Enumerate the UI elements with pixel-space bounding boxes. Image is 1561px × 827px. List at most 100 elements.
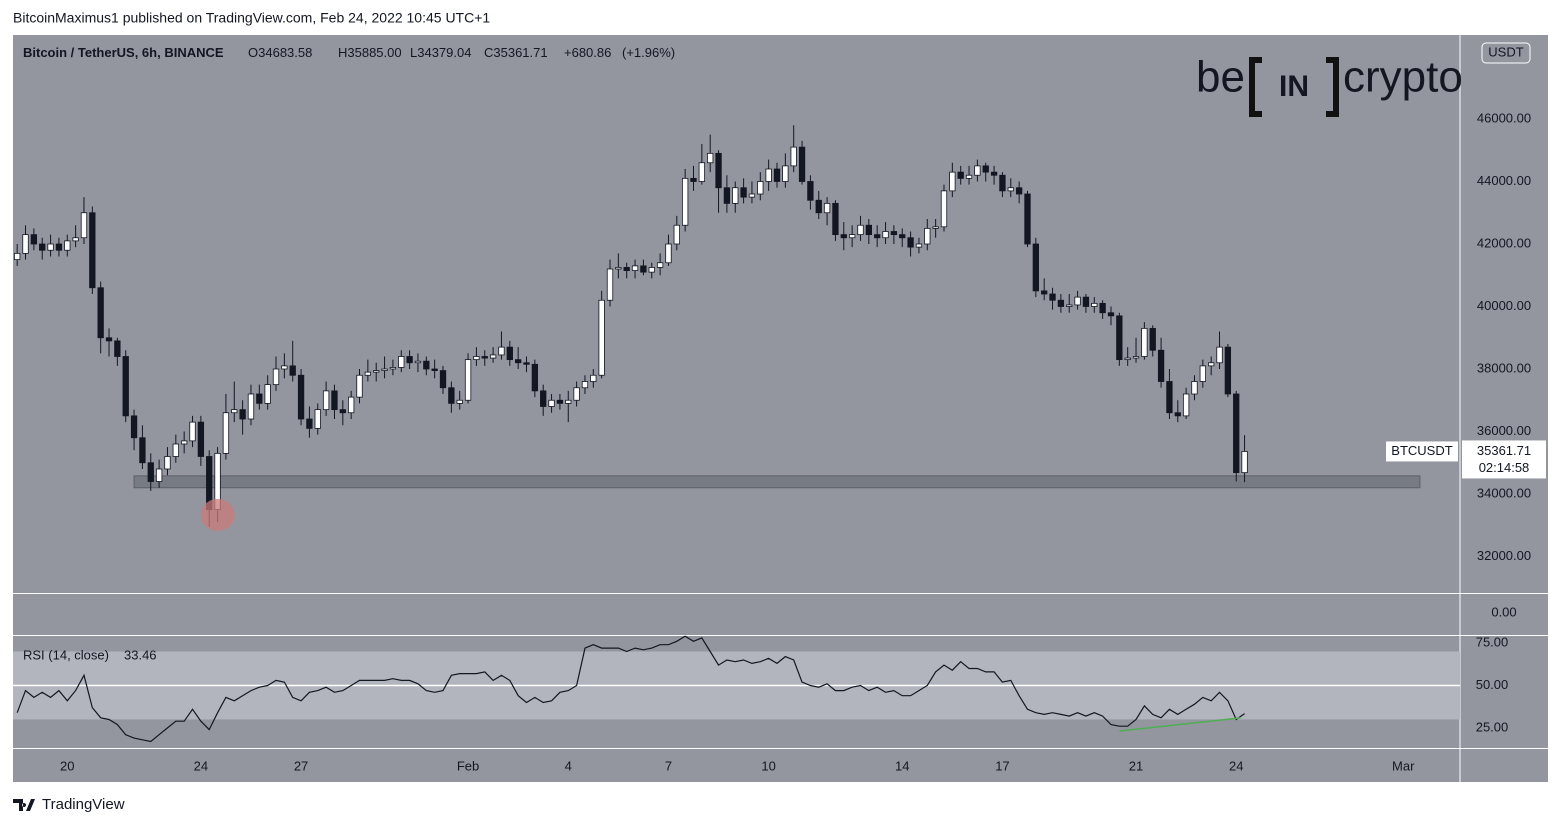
footer-icon [13, 799, 35, 811]
candle-body [1233, 393, 1240, 474]
candle-body [306, 418, 313, 429]
candle-body [548, 399, 555, 407]
candle-body [331, 390, 338, 411]
candle-body [456, 399, 463, 404]
x-tick-label: 14 [895, 758, 909, 773]
ohlc-value: 34683.58 [258, 45, 312, 60]
candle-body [640, 265, 647, 273]
candle-body [130, 415, 138, 439]
candle-body [773, 168, 781, 182]
candle-body [272, 368, 280, 386]
candle-body [782, 165, 789, 182]
candle-body [481, 356, 488, 359]
candle-body [757, 181, 764, 195]
candle-body [1208, 362, 1215, 367]
candle-body [665, 243, 672, 264]
candle-body [1124, 357, 1131, 361]
candle-body [907, 237, 914, 248]
candle-body [239, 409, 246, 420]
candle-body [690, 177, 697, 182]
candle-body [423, 360, 430, 370]
candle-body [381, 368, 388, 371]
candle-body [740, 187, 747, 198]
candle-body [322, 390, 330, 411]
candle-body [999, 174, 1006, 192]
change: +680.86 [564, 45, 611, 60]
support-zone [133, 475, 1421, 489]
candle-body [1191, 381, 1198, 395]
candle-body [899, 234, 906, 239]
candle-body [598, 299, 605, 376]
y-tick-label: 46000.00 [1477, 110, 1531, 125]
change-pct: (+1.96%) [622, 45, 675, 60]
candle-body [314, 409, 321, 429]
candle-body [1099, 302, 1106, 314]
candle-body [949, 171, 956, 192]
candle-body [1049, 293, 1056, 301]
candle-body [247, 393, 255, 420]
candle-body [1157, 349, 1165, 382]
candle-body [723, 187, 731, 204]
ohlc-value: 35885.00 [347, 45, 401, 60]
x-tick-label: Feb [457, 758, 479, 773]
candle-body [1007, 187, 1014, 192]
candle-body [924, 227, 931, 245]
candle-body [1216, 346, 1223, 364]
y-tick-label: 44000.00 [1477, 173, 1531, 188]
candle-body [748, 193, 756, 198]
x-tick-label: 17 [995, 758, 1009, 773]
ohlc-key: C [484, 45, 493, 60]
y-tick-label: 38000.00 [1477, 360, 1531, 375]
logo-text: crypto [1343, 53, 1463, 102]
x-tick-label: 10 [761, 758, 775, 773]
symbol-box [1386, 441, 1458, 462]
candle-body [489, 354, 497, 359]
candle-body [64, 240, 71, 251]
candle-body [1141, 327, 1148, 357]
candle-body [932, 226, 939, 229]
candle-body [1074, 296, 1081, 306]
candle-body [122, 356, 129, 417]
y-tick-label: 40000.00 [1477, 298, 1531, 313]
published-line: BitcoinMaximus1 published on TradingView… [13, 10, 490, 26]
y-tick-label: 36000.00 [1477, 423, 1531, 438]
logo-text: be [1196, 53, 1245, 102]
candle-body [231, 409, 238, 414]
last-price: 35361.71 [1477, 443, 1531, 458]
x-tick-label: 20 [60, 758, 74, 773]
rsi-background [13, 651, 1460, 720]
symbol-title: Bitcoin / TetherUS, 6h, BINANCE [23, 45, 224, 60]
candle-body [673, 224, 680, 245]
x-tick-label: 24 [194, 758, 208, 773]
candle-body [348, 396, 355, 414]
rsi-line [16, 635, 1245, 743]
candle-body [22, 234, 29, 254]
candle-body [874, 234, 881, 239]
candle-body [1057, 299, 1065, 307]
candle-body [189, 421, 196, 442]
y-tick-label: 34000.00 [1477, 485, 1531, 500]
candle-body [289, 365, 296, 376]
divergence-line [1119, 717, 1241, 732]
candle-body [857, 224, 864, 236]
candle-body [406, 356, 413, 364]
candle-body [698, 162, 706, 182]
price-box [1462, 440, 1546, 479]
candle-body [1199, 365, 1206, 382]
separator-label: 0.00 [1491, 604, 1516, 619]
candle-body [389, 367, 397, 370]
candle-body [89, 212, 96, 289]
candle-body [565, 399, 572, 404]
candle-body [1091, 302, 1098, 307]
ohlc-key: H [338, 45, 347, 60]
candle-body [882, 231, 889, 239]
candle-body [1116, 315, 1123, 361]
candle-body [1107, 312, 1115, 317]
candle-body [515, 359, 522, 364]
candle-body [606, 268, 614, 301]
candle-body [39, 243, 46, 251]
candle-body [97, 287, 104, 339]
currency-badge[interactable] [1481, 42, 1531, 64]
ohlc-key: O [248, 45, 258, 60]
candle-body [1082, 296, 1090, 307]
